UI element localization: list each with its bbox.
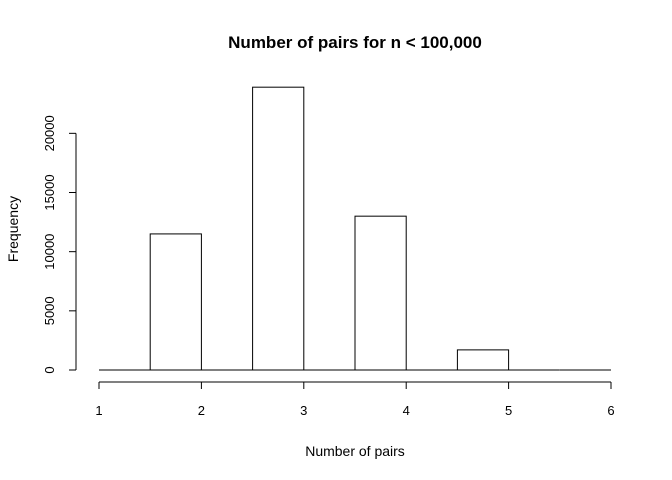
histogram-bar-3 — [252, 86, 305, 371]
y-axis-label: Frequency — [5, 196, 21, 262]
y-tick-label-20000: 20000 — [42, 115, 57, 151]
histogram-bar-1 — [149, 233, 202, 371]
x-axis: 1 2 3 4 5 6 — [95, 381, 615, 418]
chart-title: Number of pairs for n < 100,000 — [228, 33, 482, 52]
y-tick-label-10000: 10000 — [42, 234, 57, 270]
x-tick-label-4: 4 — [403, 403, 410, 418]
x-axis-label: Number of pairs — [305, 443, 405, 459]
y-tick-label-0: 0 — [42, 366, 57, 373]
x-tick-label-1: 1 — [95, 403, 102, 418]
histogram-bar-7 — [456, 349, 510, 371]
x-tick-label-5: 5 — [505, 403, 512, 418]
histogram-bar-5 — [354, 215, 407, 371]
y-axis: 0 5000 10000 15000 20000 — [42, 115, 77, 374]
y-tick-label-15000: 15000 — [42, 174, 57, 210]
x-tick-label-3: 3 — [300, 403, 307, 418]
x-tick-label-2: 2 — [198, 403, 205, 418]
bars — [99, 86, 611, 371]
x-tick-label-6: 6 — [607, 403, 614, 418]
y-tick-label-5000: 5000 — [42, 296, 57, 325]
